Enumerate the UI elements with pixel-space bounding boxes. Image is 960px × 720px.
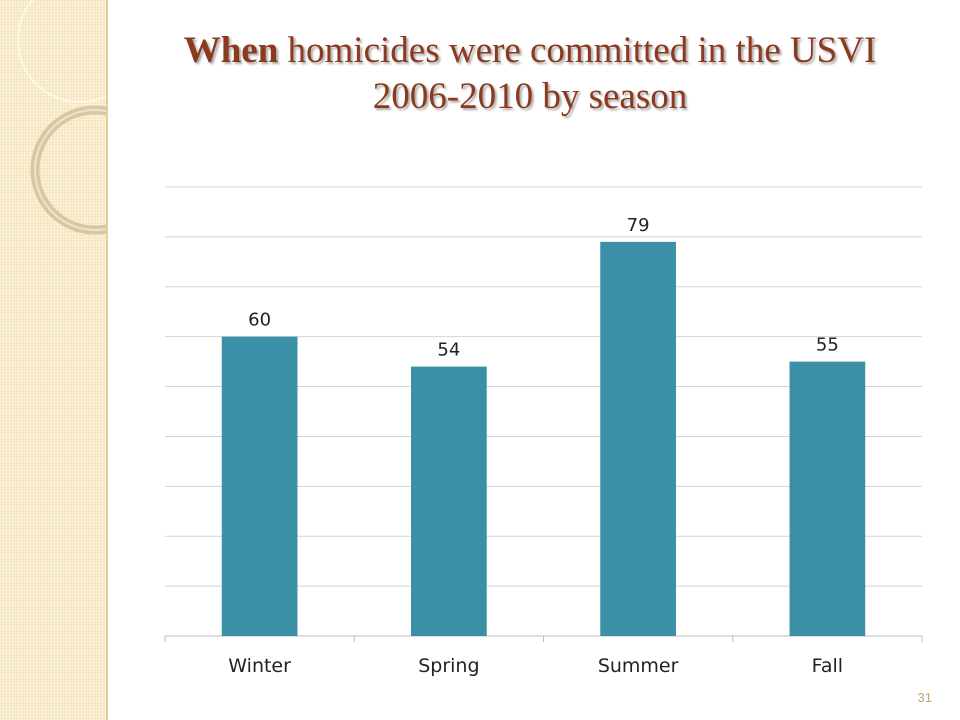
data-label: 54	[437, 340, 460, 361]
decorative-rings-icon	[17, 0, 106, 235]
title-bold-word: When	[183, 30, 279, 71]
title-line-2: 2006-2010 by season	[372, 76, 688, 117]
slide-number: 31	[917, 690, 932, 705]
title-rest: homicides were committed in the USVI	[278, 30, 877, 71]
bar-winter	[221, 336, 298, 636]
x-tick-label: Fall	[812, 655, 843, 677]
data-label: 60	[248, 310, 271, 331]
x-tick-label: Winter	[228, 655, 291, 677]
slide-title: When homicides were committed in the USV…	[120, 28, 940, 120]
data-label: 55	[816, 335, 839, 356]
decorative-side-band	[0, 0, 108, 720]
data-label: 79	[627, 215, 650, 236]
bar-summer	[600, 241, 676, 636]
x-tick-label: Summer	[598, 655, 679, 677]
bar-fall	[789, 361, 866, 636]
bar-spring	[411, 366, 487, 636]
x-tick-label: Spring	[418, 655, 479, 677]
